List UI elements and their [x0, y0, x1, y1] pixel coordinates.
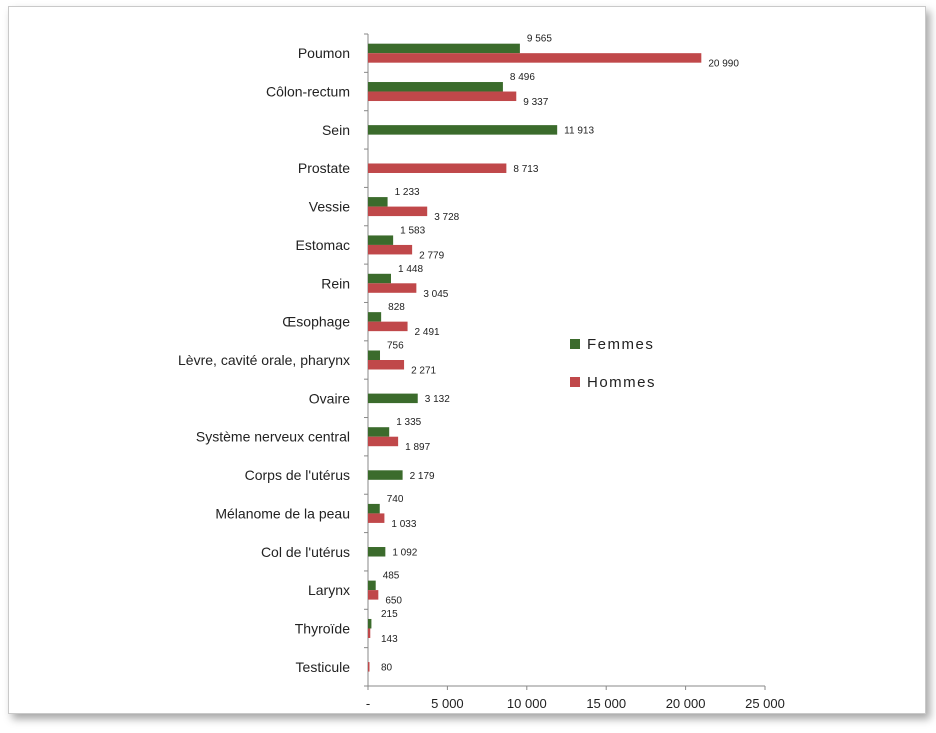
- bar-femmes: [368, 350, 381, 360]
- x-tick-label: 10 000: [507, 696, 547, 711]
- x-tick-label: 5 000: [431, 696, 464, 711]
- bar-hommes: [368, 321, 408, 332]
- data-label-femmes: 1 583: [400, 225, 425, 236]
- data-label-hommes: 650: [385, 596, 402, 607]
- bar-femmes: [368, 547, 386, 557]
- bar-hommes: [368, 244, 413, 255]
- legend-item-hommes: Hommes: [570, 374, 656, 391]
- bar-femmes: [368, 273, 391, 284]
- category-label: Ovaire: [309, 390, 350, 406]
- data-label-femmes: 756: [387, 341, 404, 352]
- category-labels: Poumon Côlon-rectum Sein Prostate Vessie Esto…: [178, 45, 350, 675]
- bar-hommes: [368, 436, 399, 447]
- category-label: Système nerveux central: [196, 429, 350, 445]
- data-label-hommes: 3 728: [434, 212, 459, 223]
- category-label: Côlon-rectum: [266, 84, 350, 100]
- legend-label-hommes: Hommes: [587, 374, 656, 391]
- x-tick-label: 25 000: [745, 696, 785, 711]
- bar-hommes: [368, 163, 507, 173]
- bar-femmes: [368, 82, 503, 92]
- bar-femmes: [368, 503, 380, 514]
- data-label-hommes: 2 491: [415, 327, 440, 338]
- category-label: Œsophage: [282, 314, 350, 330]
- bar-hommes: [368, 628, 371, 638]
- category-label: Lèvre, cavité orale, pharynx: [178, 352, 350, 368]
- bar-femmes: [368, 312, 382, 322]
- data-label-hommes: 1 033: [391, 519, 416, 530]
- data-label-femmes: 11 913: [564, 126, 594, 137]
- data-label-femmes: 3 132: [425, 394, 450, 405]
- legend-item-femmes: Femmes: [570, 336, 654, 353]
- bar-hommes: [368, 662, 370, 672]
- data-label-femmes: 740: [387, 494, 404, 505]
- bar-hommes: [368, 206, 428, 217]
- data-label-femmes: 485: [383, 571, 400, 582]
- data-label-femmes: 8 496: [510, 72, 535, 83]
- data-label-hommes: 2 779: [419, 250, 444, 261]
- data-label-femmes: 828: [388, 302, 405, 313]
- bar-femmes: [368, 618, 372, 629]
- x-tick-label: 20 000: [666, 696, 706, 711]
- data-label-femmes: 9 565: [527, 34, 552, 45]
- data-label-hommes: 1 897: [405, 442, 430, 453]
- legend: Femmes Hommes: [570, 336, 656, 391]
- category-label: Larynx: [308, 582, 350, 598]
- bar-femmes: [368, 197, 388, 207]
- bars: [368, 43, 702, 672]
- legend-swatch-hommes: [570, 377, 580, 387]
- bar-hommes: [368, 360, 405, 370]
- x-tick-labels: - 5 000 10 000 15 000 20 000 25 000: [366, 696, 785, 711]
- data-label-femmes: 215: [381, 609, 398, 620]
- data-label-hommes: 143: [381, 634, 398, 645]
- category-label: Estomac: [296, 237, 350, 253]
- data-label-hommes: 8 713: [513, 164, 538, 175]
- data-label-hommes: 9 337: [523, 97, 548, 108]
- category-label: Vessie: [309, 199, 350, 215]
- bar-hommes: [368, 283, 417, 293]
- data-label-femmes: 1 233: [395, 187, 420, 198]
- bar-femmes: [368, 43, 520, 54]
- category-label: Prostate: [298, 160, 350, 176]
- chart-frame: [8, 6, 926, 714]
- data-labels: 9 565 20 990 8 496 9 337 11 913 8 713 1 233 3 7…: [381, 34, 739, 674]
- data-label-femmes: 1 092: [392, 548, 417, 559]
- data-label-femmes: 2 179: [410, 471, 435, 482]
- bar-femmes: [368, 427, 390, 437]
- data-label-femmes: 1 335: [396, 417, 421, 428]
- category-label: Testicule: [296, 659, 351, 675]
- x-tick-label: -: [366, 696, 370, 711]
- data-label-hommes: 2 271: [411, 366, 436, 377]
- category-label: Col de l'utérus: [261, 544, 350, 560]
- bar-hommes: [368, 91, 517, 102]
- bar-femmes: [368, 125, 558, 135]
- data-label-hommes: 20 990: [708, 59, 739, 70]
- data-label-femmes: 1 448: [398, 264, 423, 275]
- category-label: Corps de l'utérus: [245, 467, 350, 483]
- data-label-hommes: 3 045: [423, 289, 448, 300]
- x-tick-label: 15 000: [586, 696, 626, 711]
- bar-femmes: [368, 580, 376, 591]
- bar-femmes: [368, 393, 418, 404]
- category-label: Mélanome de la peau: [215, 505, 350, 521]
- bar-hommes: [368, 53, 702, 63]
- bar-femmes: [368, 235, 394, 245]
- category-label: Rein: [321, 275, 350, 291]
- bar-femmes: [368, 470, 403, 480]
- data-label-hommes: 80: [381, 663, 393, 674]
- category-label: Sein: [322, 122, 350, 138]
- legend-swatch-femmes: [570, 339, 580, 349]
- bar-hommes: [368, 590, 379, 600]
- bar-hommes: [368, 513, 385, 523]
- category-label: Poumon: [298, 45, 350, 61]
- legend-label-femmes: Femmes: [587, 336, 654, 353]
- category-label: Thyroïde: [295, 620, 350, 636]
